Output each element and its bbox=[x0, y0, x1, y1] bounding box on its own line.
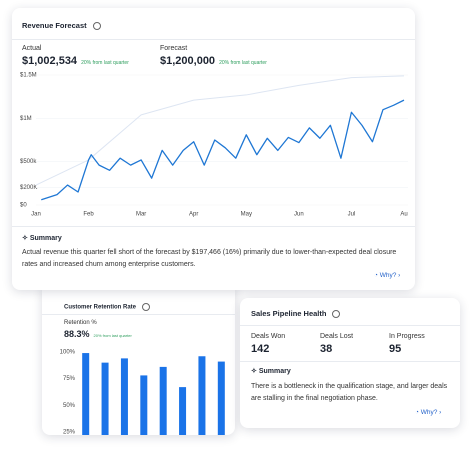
link-text[interactable]: Why? bbox=[420, 409, 438, 416]
series-line bbox=[41, 99, 405, 201]
metric: 88.3% 20% from last quarter bbox=[64, 329, 132, 339]
x-tick-label: May bbox=[241, 212, 252, 218]
title-text: Revenue Forecast bbox=[22, 21, 87, 30]
divider bbox=[240, 361, 460, 362]
y-tick-label: $200K bbox=[20, 185, 37, 191]
metric-value: 88.3% bbox=[64, 329, 90, 339]
title-text: Sales Pipeline Health bbox=[251, 309, 327, 318]
card-title: Customer Retention Rate bbox=[64, 303, 151, 311]
title-text: Customer Retention Rate bbox=[64, 304, 137, 311]
summary-title: Summary bbox=[258, 368, 291, 375]
divider bbox=[42, 314, 235, 315]
forecast: $1,200,000 20% from last quarter bbox=[160, 55, 267, 67]
bar bbox=[179, 387, 187, 435]
x-tick-label: Feb bbox=[83, 212, 94, 218]
forecast-label: Forecast bbox=[160, 45, 188, 52]
card-title: Sales Pipeline Health bbox=[251, 309, 341, 319]
why-link[interactable]: ◔ Why? › bbox=[415, 409, 442, 416]
bar bbox=[120, 358, 128, 435]
divider bbox=[12, 226, 415, 227]
series-line bbox=[35, 75, 405, 186]
x-tick-label: Au bbox=[400, 212, 407, 218]
y-tick-label: $500k bbox=[20, 159, 37, 165]
why-link[interactable]: ◔ Why? › bbox=[374, 272, 401, 279]
y-tick-label: $1M bbox=[20, 116, 32, 122]
divider bbox=[240, 325, 460, 326]
info-icon[interactable] bbox=[92, 22, 101, 31]
actual-change: 20% from last quarter bbox=[81, 60, 129, 66]
retention-chart: 100% 75% 50% 25% bbox=[60, 350, 225, 435]
revenue-card: Revenue Forecast Actual $1,002,534 20% fr… bbox=[12, 8, 415, 290]
stat-value: 142 bbox=[251, 343, 270, 355]
forecast-value: $1,200,000 bbox=[160, 55, 216, 67]
x-tick-label: Apr bbox=[189, 212, 198, 218]
info-icon[interactable] bbox=[142, 303, 151, 311]
metric-label: Retention % bbox=[64, 320, 97, 326]
stat-label: Deals Won bbox=[251, 333, 286, 340]
y-tick-label: $0 bbox=[20, 203, 27, 209]
actual-value: $1,002,534 bbox=[22, 55, 78, 67]
summary-text: Actual revenue this quarter fell short o… bbox=[22, 249, 397, 268]
actual-label: Actual bbox=[22, 45, 42, 52]
stat-value: 95 bbox=[389, 343, 402, 355]
actual: $1,002,534 20% from last quarter bbox=[22, 55, 129, 67]
retention-card: Customer Retention Rate Retention % 88.3… bbox=[42, 283, 235, 435]
bar bbox=[101, 362, 109, 435]
divider bbox=[12, 39, 415, 40]
stat-label: Deals Lost bbox=[320, 333, 354, 340]
stat-value: 38 bbox=[320, 343, 333, 355]
bar bbox=[198, 356, 206, 435]
info-icon[interactable] bbox=[332, 310, 341, 319]
summary-heading: ✧ Summary bbox=[22, 235, 62, 242]
bar bbox=[217, 361, 225, 435]
bar bbox=[82, 353, 90, 435]
revenue-chart: $1.5M $1M $500k $200K $0 Jan Feb Mar Apr May Jun Ju… bbox=[20, 73, 408, 218]
bar bbox=[140, 375, 148, 435]
y-tick-label: 75% bbox=[63, 376, 76, 382]
metric-change: 20% from last quarter bbox=[93, 333, 132, 338]
x-tick-label: Jul bbox=[348, 212, 356, 218]
y-tick-label: 50% bbox=[63, 403, 76, 409]
link-text[interactable]: Why? bbox=[379, 272, 397, 279]
x-tick-label: Jan bbox=[31, 212, 41, 218]
x-tick-label: Jun bbox=[294, 212, 304, 218]
card-title: Revenue Forecast bbox=[22, 21, 101, 31]
y-tick-label: $1.5M bbox=[20, 73, 37, 79]
y-tick-label: 100% bbox=[60, 350, 76, 356]
bar bbox=[159, 366, 167, 435]
summary-title: Summary bbox=[29, 235, 62, 242]
stat-label: In Progress bbox=[389, 333, 425, 340]
pipeline-card: Sales Pipeline Health Deals Won 142 Deal… bbox=[240, 298, 460, 428]
summary-text: There is a bottleneck in the qualificati… bbox=[251, 383, 448, 402]
summary-heading: ✧ Summary bbox=[251, 368, 291, 375]
forecast-change: 20% from last quarter bbox=[219, 60, 267, 66]
y-tick-label: 25% bbox=[63, 429, 76, 435]
x-tick-label: Mar bbox=[136, 212, 146, 218]
